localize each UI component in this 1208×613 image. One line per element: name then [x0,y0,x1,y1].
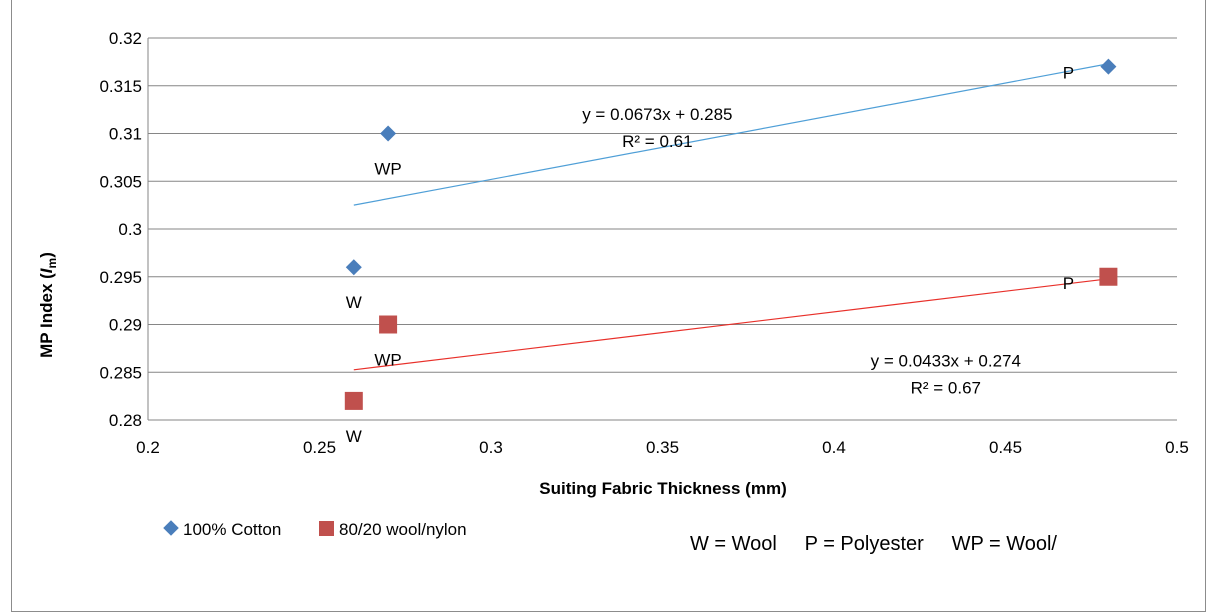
point-label: W [346,293,362,312]
x-tick-label: 0.45 [989,438,1022,457]
legend-label-cotton: 100% Cotton [183,520,281,539]
point-wool-nylon [1099,267,1118,286]
abbreviation-note: W = Wool P = Polyester WP = Wool/ [690,533,1057,555]
y-tick-labels: 0.28 0.285 0.29 0.295 0.3 0.305 0.31 0.315 0.32 [99,29,142,430]
y-tick-label: 0.295 [99,268,142,287]
y-tick-label: 0.285 [99,363,142,382]
legend-marker-wool-nylon [319,521,334,536]
y-tick-label: 0.32 [109,29,142,48]
x-tick-label: 0.3 [479,438,503,457]
point-labels: W WP P W WP P [346,64,1074,446]
gridlines [147,37,1177,421]
legend-marker-cotton [163,520,179,536]
point-label: WP [374,351,401,370]
legend-label-wool-nylon: 80/20 wool/nylon [339,520,467,539]
point-cotton [1100,58,1117,75]
point-cotton [345,259,362,276]
x-tick-label: 0.35 [646,438,679,457]
chart-frame [11,0,1206,612]
legend: 100% Cotton 80/20 wool/nylon [163,520,467,539]
y-tick-label: 0.29 [109,316,142,335]
point-label: WP [374,160,401,179]
point-label: P [1063,274,1074,293]
y-tick-label: 0.315 [99,77,142,96]
point-cotton [380,125,397,142]
x-tick-label: 0.2 [136,438,160,457]
trend-r-squared: R² = 0.61 [622,132,692,151]
trend-equation: y = 0.0673x + 0.285 [582,105,732,124]
trendline-0 [353,63,1109,206]
y-axis-title: MP Index (Im) [37,252,59,358]
data-points [344,58,1118,410]
point-label: P [1063,64,1074,83]
point-wool-nylon [379,315,398,334]
x-tick-labels: 0.2 0.25 0.3 0.35 0.4 0.45 0.5 [136,438,1189,457]
trendline-1 [353,278,1109,371]
trend-equations: y = 0.0673x + 0.285 R² = 0.61 y = 0.0433x … [582,105,1021,397]
x-tick-label: 0.4 [822,438,846,457]
trend-equation: y = 0.0433x + 0.274 [871,352,1021,371]
point-wool-nylon [344,391,363,410]
trendlines [353,63,1109,371]
x-tick-label: 0.25 [303,438,336,457]
y-tick-label: 0.305 [99,172,142,191]
y-tick-label: 0.31 [109,125,142,144]
y-tick-label: 0.3 [118,220,142,239]
x-axis-title: Suiting Fabric Thickness (mm) [539,479,787,498]
x-tick-label: 0.5 [1165,438,1189,457]
point-label: W [346,427,362,446]
trend-r-squared: R² = 0.67 [911,379,981,398]
y-tick-label: 0.28 [109,411,142,430]
